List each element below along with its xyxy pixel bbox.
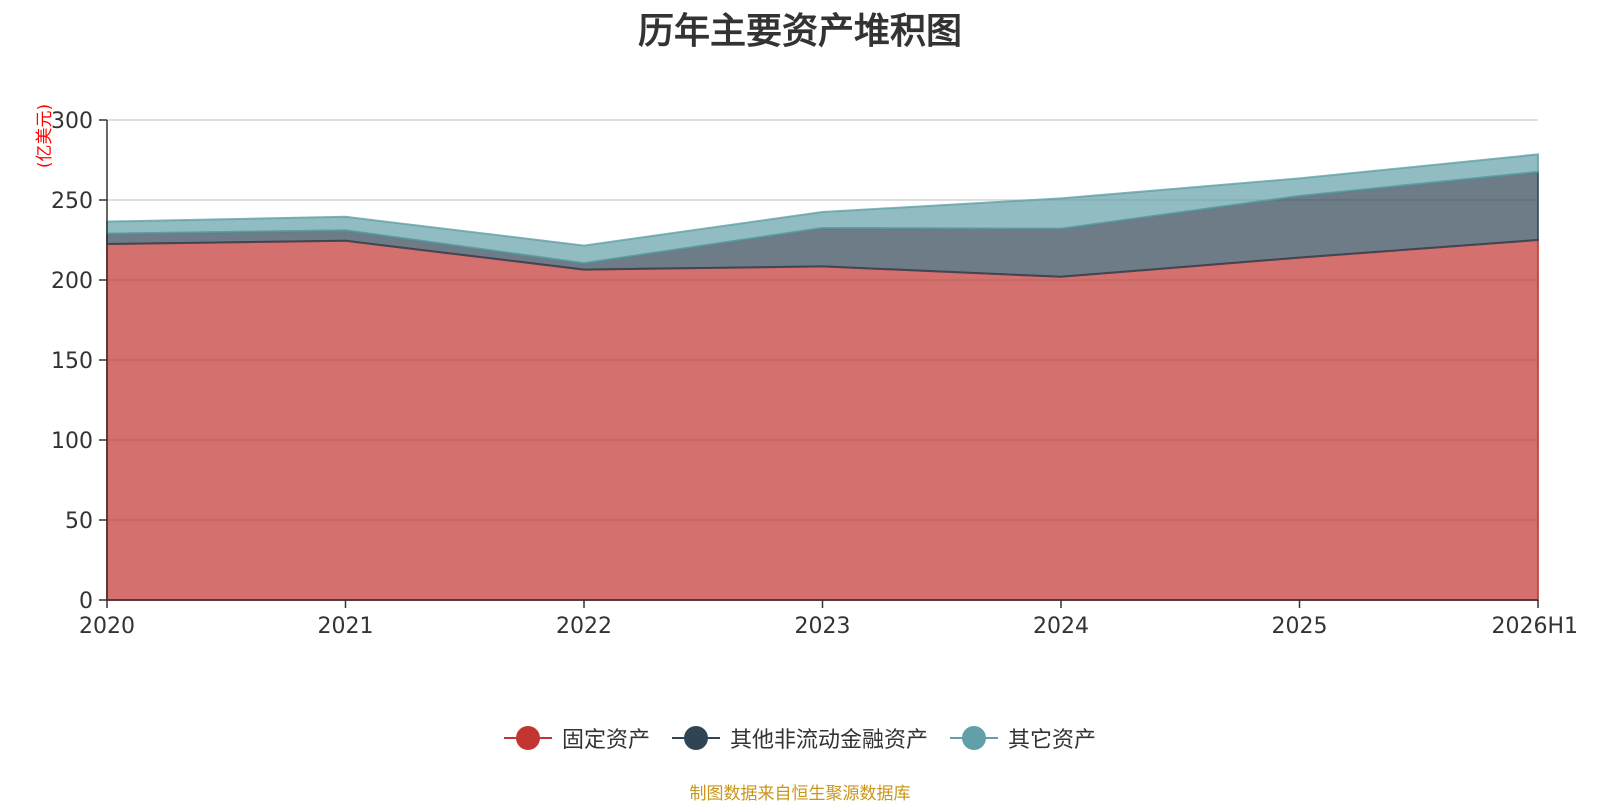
data-source-footer: 制图数据来自恒生聚源数据库 bbox=[689, 784, 911, 804]
y-tick-label: 250 bbox=[51, 189, 93, 214]
legend-label: 固定资产 bbox=[561, 728, 650, 753]
x-tick-label: 2021 bbox=[318, 614, 374, 639]
y-axis-unit-label: (亿美元) bbox=[35, 104, 55, 168]
x-tick-label: 2022 bbox=[556, 614, 612, 639]
legend-label: 其他非流动金融资产 bbox=[729, 728, 928, 753]
area-series bbox=[106, 153, 1539, 601]
legend-marker-icon bbox=[503, 725, 552, 751]
x-tick-label: 2023 bbox=[795, 614, 851, 639]
area-series-fixed-assets[interactable] bbox=[106, 238, 1539, 601]
legend-item-other-assets[interactable]: 其它资产 bbox=[950, 722, 1096, 754]
legend-marker-icon bbox=[671, 725, 720, 751]
x-tick-label: 2020 bbox=[79, 614, 135, 639]
legend-marker-icon bbox=[950, 725, 998, 751]
legend-label: 其它资产 bbox=[1008, 728, 1097, 753]
y-tick-label: 200 bbox=[51, 269, 93, 294]
axes: 0 50 100 150 200 250 300 2020 2021 2022 2023 2024 20… bbox=[51, 109, 1578, 639]
x-tick-label: 2024 bbox=[1033, 614, 1089, 639]
area-series-other-assets[interactable] bbox=[106, 153, 1539, 265]
x-tick-label: 2026H1 bbox=[1491, 614, 1578, 639]
legend-item-other-noncurrent-financial[interactable]: 其他非流动金融资产 bbox=[671, 722, 928, 754]
y-tick-label: 50 bbox=[65, 509, 93, 534]
x-tick-label: 2025 bbox=[1272, 614, 1328, 639]
y-tick-label: 300 bbox=[51, 109, 93, 134]
y-tick-label: 150 bbox=[51, 349, 93, 374]
y-tick-label: 0 bbox=[79, 589, 93, 614]
chart-title: 历年主要资产堆积图 bbox=[637, 11, 962, 52]
y-tick-label: 100 bbox=[51, 429, 93, 454]
legend: 固定资产 其他非流动金融资产 其它资产 bbox=[0, 718, 1600, 758]
legend-item-fixed-assets[interactable]: 固定资产 bbox=[503, 722, 650, 754]
